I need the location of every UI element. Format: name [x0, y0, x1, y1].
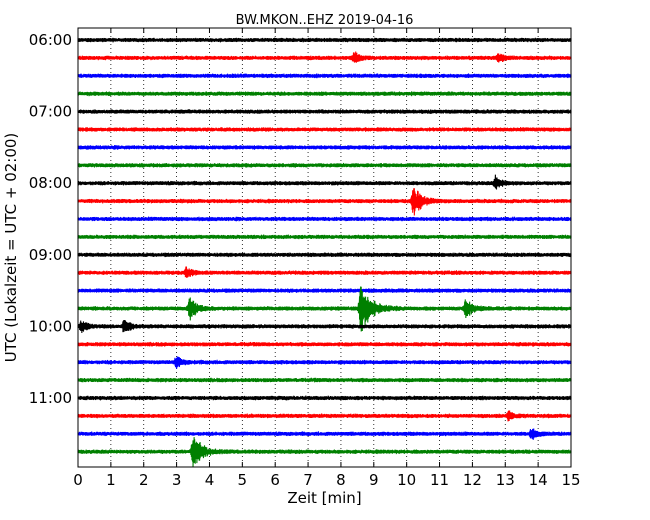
y-tick-label: 10:00 [29, 317, 72, 335]
y-tick-label: 06:00 [29, 31, 72, 49]
seismogram-trace [77, 410, 572, 422]
seismogram-trace [77, 428, 572, 440]
seismogram-trace [77, 286, 572, 332]
seismogram-trace [77, 341, 572, 347]
seismogram-trace [77, 73, 572, 79]
y-tick-label: 11:00 [29, 389, 72, 407]
x-tick-label: 0 [73, 471, 83, 489]
seismogram-trace [77, 216, 572, 222]
y-tick-label: 08:00 [29, 174, 72, 192]
chart-title: BW.MKON..EHZ 2019-04-16 [236, 13, 414, 28]
y-axis-ticks: 06:00 07:00 08:00 09:00 10:00 11:00 [29, 31, 571, 407]
x-tick-label: 7 [303, 471, 313, 489]
seismogram-traces [77, 37, 572, 467]
seismogram-trace [77, 252, 572, 258]
seismogram-trace [77, 174, 572, 190]
y-tick-label: 07:00 [29, 103, 72, 121]
plot-frame [77, 27, 572, 468]
seismogram-trace [77, 162, 572, 168]
seismogram-trace [77, 37, 572, 43]
seismogram-trace [77, 266, 572, 278]
seismogram-trace [77, 91, 572, 97]
seismogram-trace [77, 288, 572, 293]
x-tick-label: 5 [238, 471, 248, 489]
y-axis-label: UTC (Lokalzeit = UTC + 02:00) [2, 133, 20, 363]
x-tick-label: 1 [106, 471, 116, 489]
x-tick-label: 14 [529, 471, 548, 489]
seismogram-trace [77, 127, 572, 132]
seismogram-trace [77, 188, 572, 216]
seismogram-trace [77, 395, 572, 401]
y-tick-label: 09:00 [29, 246, 72, 264]
seismogram-trace [77, 109, 572, 115]
seismogram-trace [77, 51, 572, 63]
x-tick-label: 9 [369, 471, 379, 489]
x-tick-label: 13 [496, 471, 515, 489]
x-axis-label: Zeit [min] [287, 489, 361, 507]
seismogram-trace [77, 356, 572, 369]
x-tick-label: 2 [139, 471, 149, 489]
x-tick-label: 4 [205, 471, 215, 489]
seismogram-trace [77, 234, 572, 240]
x-tick-label: 11 [430, 471, 449, 489]
seismogram-trace [77, 145, 572, 150]
x-tick-label: 6 [270, 471, 280, 489]
seismogram-trace [77, 320, 572, 333]
seismogram-trace [77, 437, 572, 467]
x-tick-label: 8 [336, 471, 346, 489]
x-tick-label: 3 [172, 471, 182, 489]
x-tick-label: 12 [463, 471, 482, 489]
x-tick-label: 10 [397, 471, 416, 489]
x-tick-label: 15 [561, 471, 580, 489]
seismogram-trace [77, 377, 572, 383]
x-axis-ticks: 0 1 2 3 4 5 6 7 8 9 10 11 12 13 14 15 [73, 28, 581, 489]
